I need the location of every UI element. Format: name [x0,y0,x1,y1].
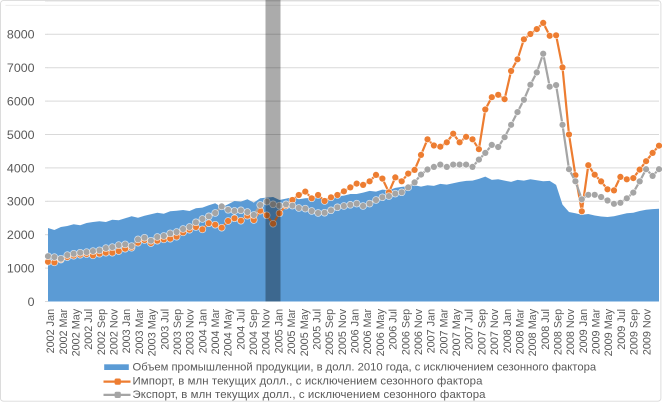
svg-text:2003 Jul: 2003 Jul [159,309,171,350]
svg-text:2004 Sep: 2004 Sep [248,309,260,355]
svg-text:2009 May: 2009 May [603,308,615,356]
svg-text:2005 Jan: 2005 Jan [273,309,285,353]
svg-text:Объем промышленной продукции,: Объем промышленной продукции, в долл. 20… [133,362,597,374]
svg-text:2005 May: 2005 May [299,308,311,356]
svg-text:2008 Nov: 2008 Nov [565,308,577,355]
svg-text:2003 Mar: 2003 Mar [134,309,146,355]
svg-text:2006 Jul: 2006 Jul [388,309,400,350]
svg-text:6000: 6000 [7,95,35,109]
svg-text:2003 Jan: 2003 Jan [121,309,133,353]
svg-text:4000: 4000 [7,161,35,175]
svg-text:2007 Jul: 2007 Jul [464,309,476,350]
svg-text:2009 Sep: 2009 Sep [629,309,641,355]
svg-text:2006 Nov: 2006 Nov [413,308,425,355]
svg-text:2002 Sep: 2002 Sep [96,309,108,355]
svg-text:2005 Sep: 2005 Sep [324,309,336,355]
svg-text:Импорт, в млн текущих долл., с: Импорт, в млн текущих долл., с исключени… [133,375,484,387]
svg-text:2008 Mar: 2008 Mar [514,309,526,355]
svg-text:2004 Mar: 2004 Mar [210,309,222,355]
svg-text:2009 Jan: 2009 Jan [578,309,590,353]
svg-text:2005 Jul: 2005 Jul [311,309,323,350]
svg-text:2004 Jan: 2004 Jan [197,309,209,353]
svg-text:2004 Jul: 2004 Jul [235,309,247,350]
svg-text:3000: 3000 [7,195,35,209]
svg-text:2002 May: 2002 May [70,308,82,356]
svg-text:2006 May: 2006 May [375,308,387,356]
svg-text:2004 Nov: 2004 Nov [261,308,273,355]
svg-text:2005 Nov: 2005 Nov [337,308,349,355]
svg-text:2003 Nov: 2003 Nov [185,308,197,355]
svg-text:2005 Mar: 2005 Mar [286,309,298,355]
svg-text:2006 Sep: 2006 Sep [400,309,412,355]
svg-text:2007 May: 2007 May [451,308,463,356]
svg-text:2003 May: 2003 May [147,308,159,356]
svg-text:2000: 2000 [7,228,35,242]
svg-text:2003 Sep: 2003 Sep [172,309,184,355]
svg-text:2008 Jul: 2008 Jul [540,309,552,350]
svg-text:7000: 7000 [7,61,35,75]
svg-text:2002 Mar: 2002 Mar [58,309,70,355]
svg-text:5000: 5000 [7,128,35,142]
svg-text:2009 Nov: 2009 Nov [641,308,653,355]
svg-text:2006 Mar: 2006 Mar [362,309,374,355]
svg-text:8000: 8000 [7,28,35,42]
svg-text:2008 Sep: 2008 Sep [553,309,565,355]
svg-text:1000: 1000 [7,262,35,276]
svg-text:2002 Jul: 2002 Jul [83,309,95,350]
svg-text:2004 May: 2004 May [223,308,235,356]
svg-text:2007 Mar: 2007 Mar [438,309,450,355]
svg-text:Экспорт, в млн текущих долл.,: Экспорт, в млн текущих долл., с исключен… [133,389,487,401]
svg-text:0: 0 [28,295,35,309]
svg-text:2008 Jan: 2008 Jan [502,309,514,353]
svg-text:2002 Nov: 2002 Nov [109,308,121,355]
svg-text:2002 Jan: 2002 Jan [45,309,57,353]
svg-text:2007 Jan: 2007 Jan [426,309,438,353]
svg-text:2009 Jul: 2009 Jul [616,309,628,350]
svg-text:2009 Mar: 2009 Mar [591,309,603,355]
svg-text:2006 Jan: 2006 Jan [350,309,362,353]
svg-text:2008 May: 2008 May [527,308,539,356]
svg-text:2007 Nov: 2007 Nov [489,308,501,355]
svg-text:2007 Sep: 2007 Sep [476,309,488,355]
